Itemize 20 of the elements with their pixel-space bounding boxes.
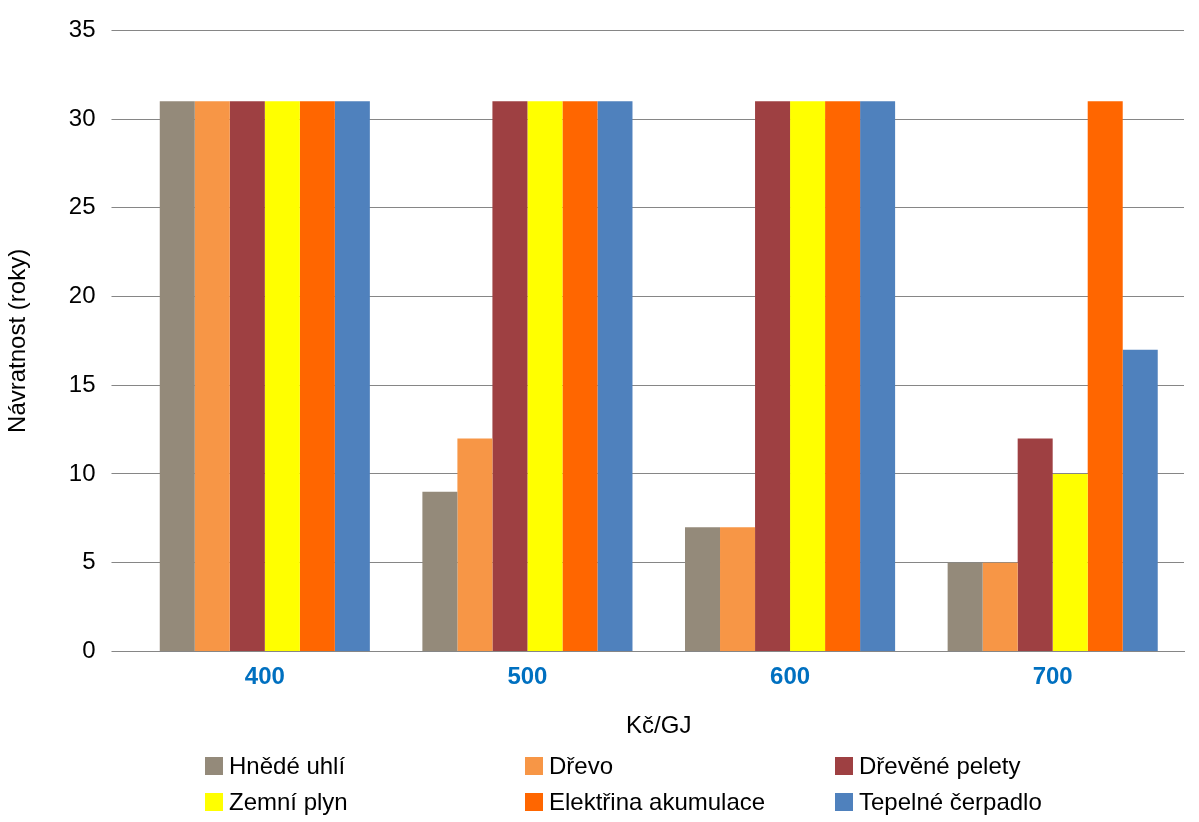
x-tick-label: 500: [507, 662, 548, 690]
legend-label: Elektřina akumulace: [549, 788, 766, 816]
y-tick-label: 15: [68, 369, 96, 397]
y-tick-label: 0: [82, 636, 96, 664]
y-tick-label: 5: [82, 547, 96, 575]
legend-label: Dřevěné pelety: [859, 752, 1021, 780]
legend-label: Dřevo: [549, 752, 614, 780]
legend-label: Hnědé uhlí: [229, 752, 346, 780]
legend-label: Zemní plyn: [229, 788, 348, 816]
y-tick-label: 35: [68, 15, 96, 43]
x-tick-label: 700: [1032, 662, 1073, 690]
x-tick-label: 600: [770, 662, 811, 690]
y-tick-label: 10: [68, 458, 96, 486]
y-tick-label: 30: [68, 103, 96, 131]
y-axis-title: Návratnost (roky): [3, 248, 31, 433]
x-axis-title: Kč/GJ: [626, 711, 692, 739]
x-tick-label: 400: [244, 662, 285, 690]
legend-label: Tepelné čerpadlo: [859, 788, 1042, 816]
y-tick-label: 25: [68, 192, 96, 220]
y-tick-label: 20: [68, 281, 96, 309]
